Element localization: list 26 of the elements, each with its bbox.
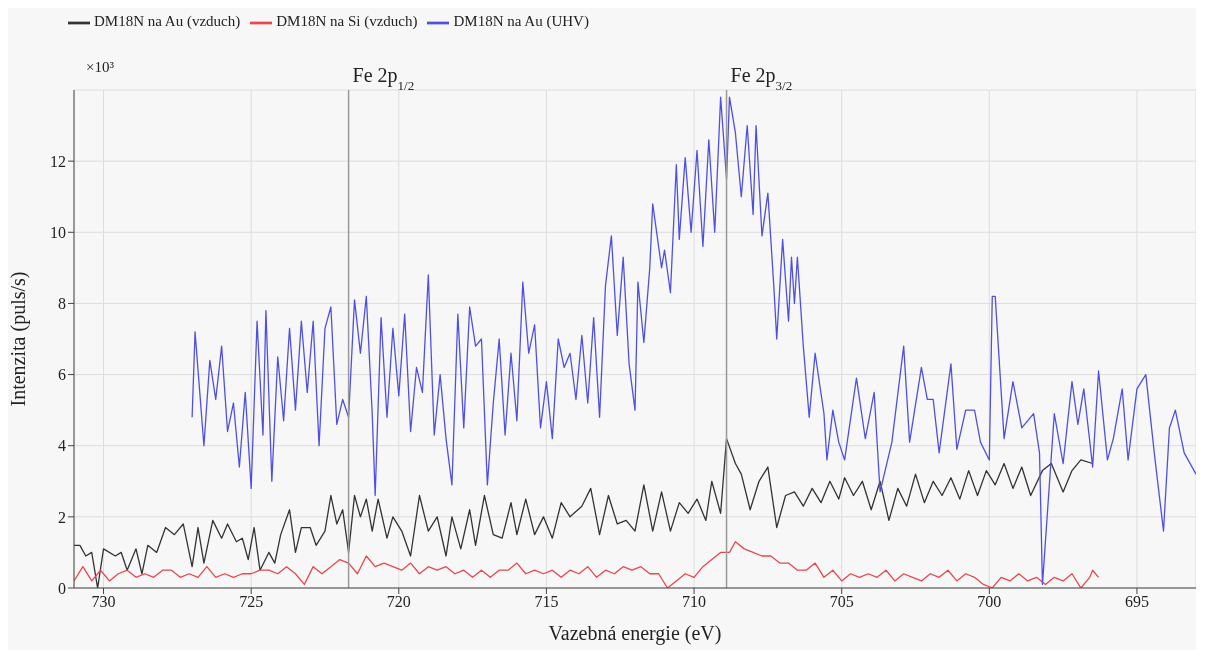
line-series [74,541,1100,588]
x-tick-label: 715 [534,593,559,611]
y-tick-label: 4 [58,437,66,455]
y-axis-title: Intenzita (puls/s) [7,271,31,407]
x-tick-label: 725 [239,593,264,611]
x-tick-label: 705 [829,593,854,611]
legend-label: DM18N na Si (vzduch) [276,13,418,30]
line-series [74,437,1094,588]
x-tick-label: 720 [386,593,411,611]
x-tick-label: 700 [977,593,1002,611]
y-tick-label: 12 [50,152,66,170]
y-tick-label: 10 [50,223,66,241]
y-tick-label: 2 [58,508,66,526]
ref-line-label: Fe 2p$_{3/2}$ [730,64,793,93]
legend-label: DM18N na Au (UHV) [453,13,589,30]
x-tick-label: 730 [91,593,116,611]
line-series [191,96,1196,586]
y-tick-label: 0 [58,579,66,597]
y-tick-label: 6 [58,366,66,384]
x-tick-label: 710 [682,593,707,611]
x-axis-title: Vazebná energie (eV) [548,622,722,645]
text: ×10³ [86,59,115,75]
legend-label: DM18N na Au (vzduch) [94,13,241,30]
ref-line-label: Fe 2p$_{1/2}$ [352,64,415,93]
y-tick-label: 8 [58,295,66,313]
x-tick-label: 695 [1124,593,1149,611]
